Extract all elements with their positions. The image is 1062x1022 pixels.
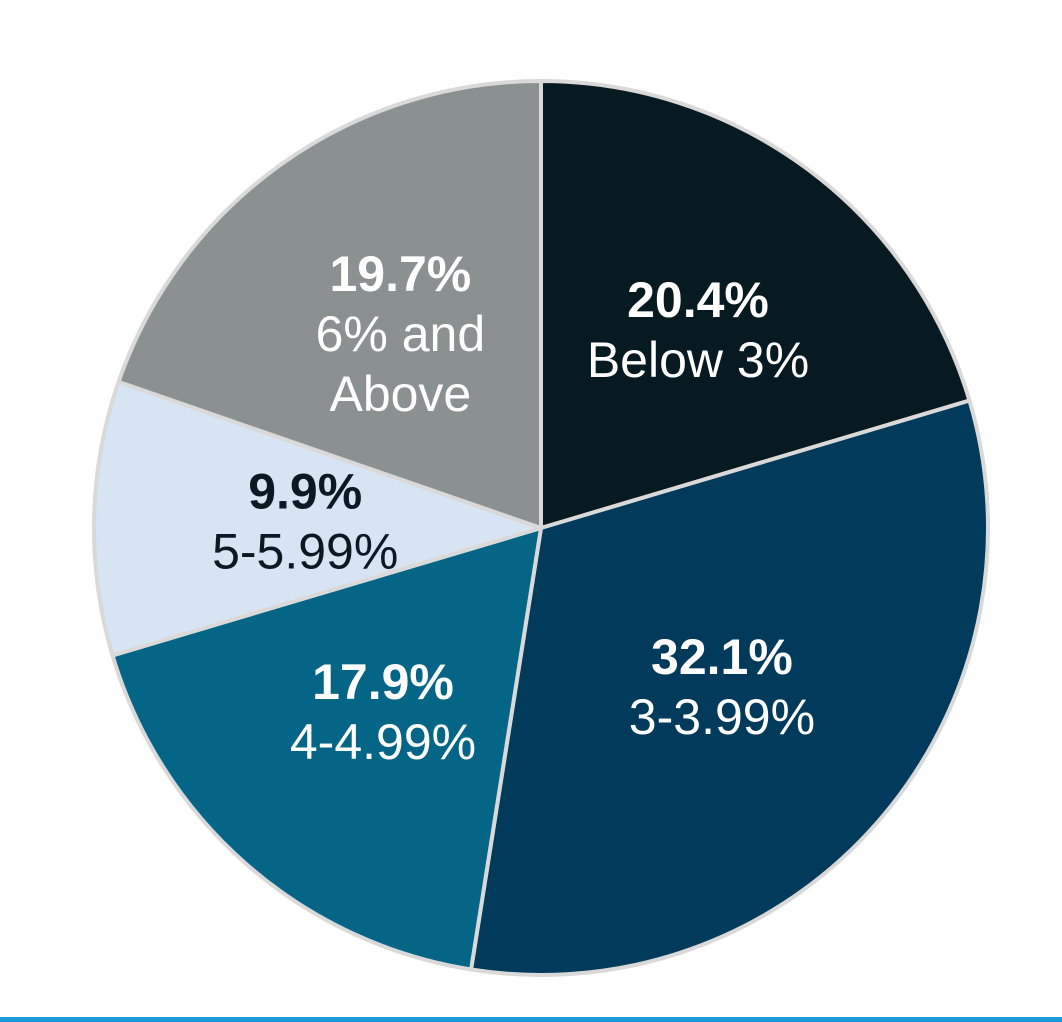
bottom-accent-rule — [0, 1017, 1062, 1022]
slice-label-3: 17.9%4-4.99% — [290, 654, 476, 770]
slice-percent-label: 17.9% — [312, 654, 454, 710]
pie-labels: 20.4%Below 3% 32.1%3-3.99% 17.9%4-4.99% 9.9… — [212, 246, 815, 770]
pie-slice-1 — [539, 79, 972, 530]
pie-slice-3 — [110, 526, 543, 972]
slice-percent-label: 19.7% — [329, 246, 471, 302]
slice-label-1: 20.4%Below 3% — [587, 272, 809, 388]
slice-percent-label: 9.9% — [248, 464, 362, 520]
pie-slice-4 — [92, 379, 543, 658]
slice-category-label: 3-3.99% — [629, 689, 815, 745]
slice-category-label: 4-4.99% — [290, 714, 476, 770]
slice-category-label: 6% and — [316, 306, 486, 362]
slice-label-2: 32.1%3-3.99% — [629, 629, 815, 745]
pie-slice-2 — [469, 398, 990, 977]
slice-percent-label: 20.4% — [627, 272, 769, 328]
pie-slices — [92, 79, 990, 977]
slice-label-4: 9.9%5-5.99% — [212, 464, 398, 580]
slice-category-label: 5-5.99% — [212, 524, 398, 580]
slice-percent-label: 32.1% — [651, 629, 793, 685]
slice-category-label: Above — [329, 366, 471, 422]
pie-slice-5 — [116, 79, 543, 530]
slice-category-label: Below 3% — [587, 332, 809, 388]
